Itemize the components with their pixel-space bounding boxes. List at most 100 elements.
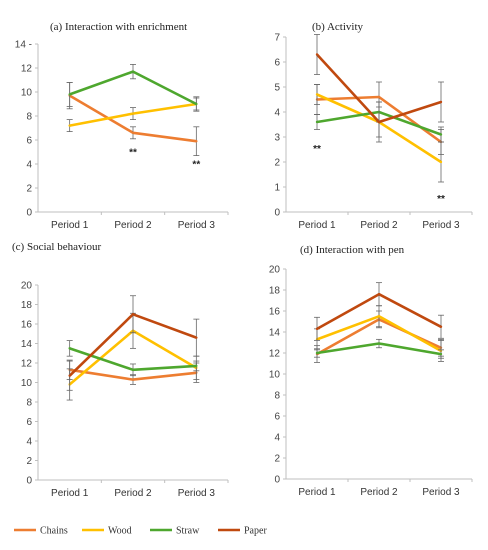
legend-label: Chains (40, 526, 68, 537)
chart-panels: (a) Interaction with enrichment024681012… (12, 21, 473, 499)
data-point-straw (195, 364, 198, 368)
chart-title: (c) Social behaviour (12, 241, 102, 253)
y-tick-label: 0 (26, 476, 32, 487)
data-point-straw (315, 120, 319, 124)
x-tick-label: Period 2 (360, 220, 398, 231)
data-point-paper (377, 293, 381, 296)
y-tick-label: 18 (21, 300, 33, 311)
y-tick-label: 2 (274, 454, 280, 465)
data-point-chains (377, 95, 381, 99)
data-point-paper (131, 313, 135, 316)
data-point-straw (68, 347, 71, 350)
significance-marker: ** (437, 194, 445, 205)
data-point-paper (439, 100, 443, 104)
data-point-straw (195, 102, 198, 106)
data-point-paper (315, 53, 319, 56)
y-tick-label: 6 (274, 412, 280, 423)
x-tick-label: Period 1 (298, 220, 336, 231)
data-point-straw (439, 352, 443, 356)
y-tick-label: 10 (21, 378, 33, 389)
y-tick-label: 4 (274, 433, 280, 444)
data-point-wood (377, 315, 381, 318)
chart-panel-4: (d) Interaction with pen 0 2 4 6 8 10 12 14 16 18 2… (269, 244, 473, 498)
chart-title: (d) Interaction with pen (300, 244, 405, 256)
y-tick-label: 2 (26, 184, 32, 195)
legend-label: Wood (108, 526, 132, 537)
x-tick-label: Period 3 (422, 487, 460, 498)
x-tick-label: Period 2 (360, 487, 398, 498)
chart-title: (b) Activity (312, 21, 364, 33)
y-tick-label: 6 (26, 417, 32, 428)
legend-item-chains: Chains (14, 526, 68, 537)
y-tick-label: 10 (269, 370, 281, 381)
data-point-straw (68, 93, 71, 96)
x-tick-label: Period 2 (114, 220, 152, 231)
y-tick-label: 14 (269, 328, 281, 339)
y-tick-label: 2 (26, 456, 32, 467)
y-tick-label: 16 (21, 320, 33, 331)
y-tick-label: 8 (26, 112, 32, 123)
chart-panel-2: (b) Activity 0 1 2 3 4 5 6 7 Period 1 Period 2 Peri… (274, 21, 473, 231)
data-point-chains (131, 378, 135, 381)
y-tick-label: 0 (26, 208, 32, 219)
data-point-paper (68, 374, 71, 377)
y-tick-label: 14 - (15, 40, 32, 51)
data-point-paper (315, 327, 319, 331)
x-tick-label: Period 3 (178, 488, 216, 499)
data-point-chains (131, 131, 135, 134)
y-tick-label: 8 (26, 398, 32, 409)
legend-item-paper: Paper (218, 526, 267, 537)
x-tick-label: Period 3 (422, 220, 460, 231)
data-point-wood (131, 112, 135, 115)
y-tick-label: 12 (269, 349, 281, 360)
data-point-straw (315, 351, 319, 355)
y-tick-label: 2 (274, 158, 280, 169)
y-tick-label: 14 (21, 339, 33, 350)
data-point-straw (377, 342, 381, 345)
y-tick-label: 20 (21, 281, 33, 292)
y-tick-label: 6 (274, 58, 280, 69)
x-tick-label: Period 1 (298, 487, 336, 498)
y-tick-label: 6 (26, 136, 32, 147)
legend-item-wood: Wood (82, 526, 132, 537)
y-tick-label: 0 (274, 208, 280, 219)
x-tick-label: Period 3 (178, 220, 216, 231)
legend: Chains Wood Straw Paper (14, 526, 267, 537)
y-tick-label: 5 (274, 83, 280, 94)
data-point-straw (131, 368, 135, 372)
data-point-straw (439, 133, 443, 136)
chart-panel-3: (c) Social behaviour 0 2 4 6 8 10 12 14 16 18 20 Per… (12, 241, 229, 499)
data-point-paper (439, 325, 443, 328)
data-point-paper (195, 336, 198, 339)
data-point-paper (377, 120, 381, 124)
chart-panel-1: (a) Interaction with enrichment 0 2 4 6 8 10 12… (15, 21, 229, 231)
y-tick-label: 20 (269, 265, 281, 276)
x-tick-label: Period 2 (114, 488, 152, 499)
y-tick-label: 10 (21, 88, 33, 99)
data-point-chains (195, 140, 198, 143)
data-point-wood (315, 93, 319, 96)
data-point-wood (439, 160, 443, 164)
significance-marker: ** (129, 148, 137, 159)
legend-label: Paper (244, 526, 267, 537)
legend-label: Straw (176, 526, 200, 537)
y-tick-label: 4 (274, 108, 280, 119)
y-tick-label: 12 (21, 64, 33, 75)
chart-title: (a) Interaction with enrichment (50, 21, 187, 33)
y-tick-label: 1 (274, 183, 280, 194)
data-point-straw (131, 70, 135, 73)
y-tick-label: 16 (269, 307, 281, 318)
y-tick-label: 4 (26, 437, 32, 448)
y-tick-label: 12 (21, 359, 33, 370)
y-tick-label: 3 (274, 133, 280, 144)
significance-marker: ** (192, 160, 200, 171)
y-tick-label: 0 (274, 475, 280, 486)
x-tick-label: Period 1 (51, 488, 89, 499)
significance-marker: ** (313, 144, 321, 155)
legend-item-straw: Straw (150, 526, 200, 537)
y-tick-label: 4 (26, 160, 32, 171)
y-tick-label: 18 (269, 286, 281, 297)
data-point-wood (68, 124, 71, 127)
y-tick-label: 8 (274, 391, 280, 402)
